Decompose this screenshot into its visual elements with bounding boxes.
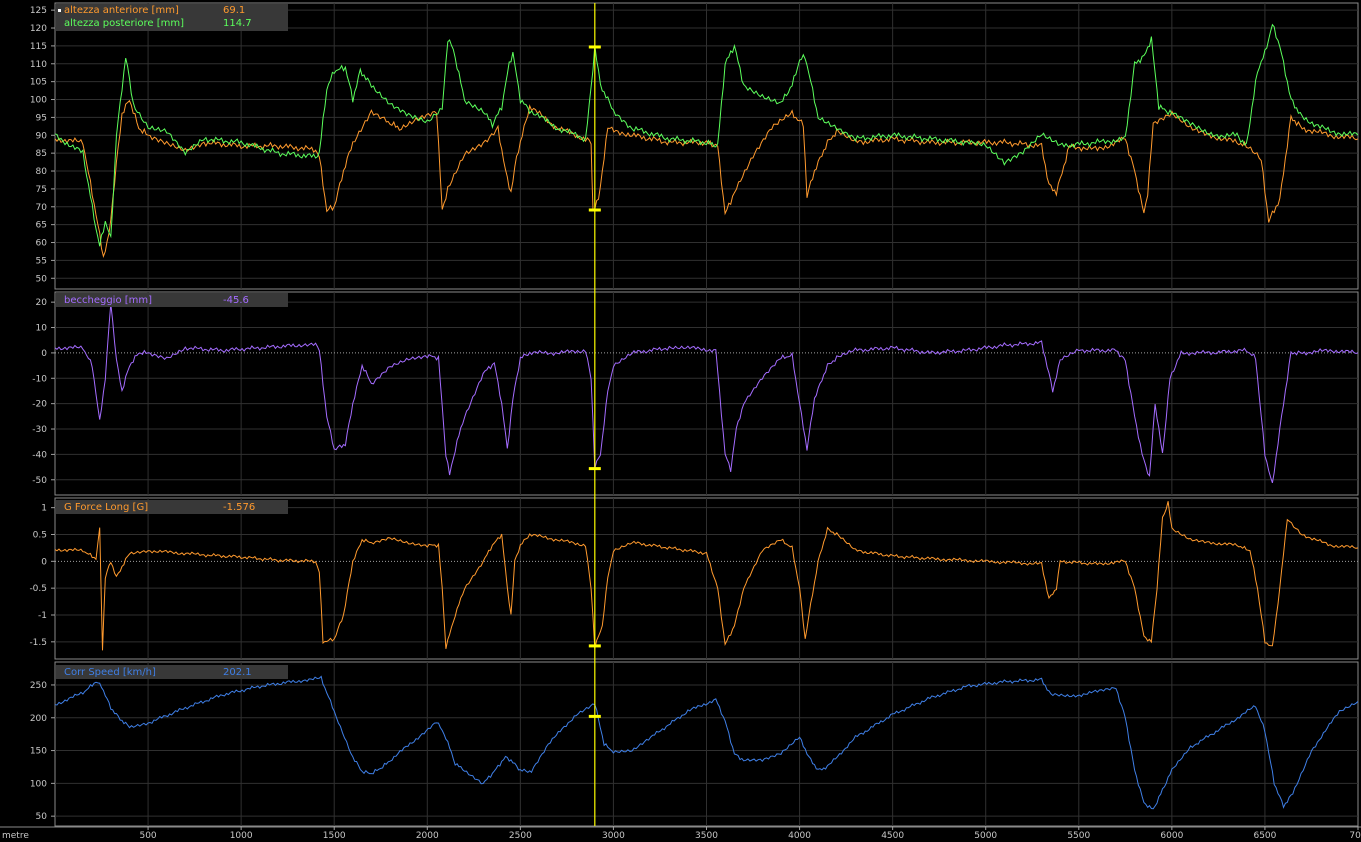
legend-rear-height-name: altezza posteriore [mm] [64, 18, 184, 29]
y-tick-label: -20 [32, 400, 47, 410]
y-tick-label: 100 [30, 779, 47, 789]
legend-box [56, 500, 288, 514]
y-tick-label: 120 [30, 24, 47, 34]
legend-pitch-value: -45.6 [223, 295, 249, 306]
y-tick-label: -30 [32, 425, 47, 435]
series-lines [55, 675, 1358, 810]
y-tick-label: 80 [36, 167, 48, 177]
y-tick-label: 0.5 [33, 530, 47, 540]
panel-ride-height[interactable]: 125 120 115 110 105 100 95 90 85 80 75 70 65 60 55 50 a… [30, 2, 1359, 290]
legend-rear-height-value: 114.7 [223, 18, 252, 29]
series-line-2-0 [55, 501, 1358, 651]
y-tick-label: -10 [32, 374, 47, 384]
y-tick-label: 0 [41, 557, 47, 567]
series-line-1-0 [55, 303, 1358, 484]
x-tick-label: 6500 [1253, 831, 1276, 841]
cursor-marker [588, 714, 601, 718]
y-tick-label: 50 [36, 812, 48, 822]
series-line-3-0 [55, 675, 1358, 810]
cursor-marker [588, 467, 601, 471]
y-tick-label: 115 [30, 42, 47, 52]
y-tick-label: 90 [36, 131, 48, 141]
legend-pitch-name: beccheggio [mm] [64, 295, 152, 306]
x-axis: metre 500 1000 1500 2000 2500 3000 3500 4000 450… [0, 826, 1361, 841]
legend-speed-name: Corr Speed [km/h] [64, 667, 156, 678]
y-tick-label: 20 [36, 298, 48, 308]
y-tick-label: -50 [32, 476, 47, 486]
x-tick-label: 1500 [323, 831, 346, 841]
panel-pitch[interactable]: 20 10 0 -10 -20 -30 -40 -50 beccheggio [mm] -45… [32, 291, 1359, 496]
legend-front-height-value: 69.1 [223, 5, 245, 16]
y-tick-label: 85 [36, 149, 47, 159]
x-tick-label: 3000 [602, 831, 625, 841]
y-grid [55, 292, 1358, 495]
y-tick-labels: 1 0.5 0 -0.5 -1 -1.5 [29, 504, 55, 648]
series-line-0-1 [55, 23, 1358, 247]
y-tick-label: -40 [32, 450, 47, 460]
panel-speed[interactable]: 250 200 150 100 50 Corr Speed [km/h] 202.1 [30, 661, 1359, 827]
x-tick-label: 4500 [881, 831, 904, 841]
cursor-marker [588, 208, 601, 212]
x-tick-label: 2000 [416, 831, 439, 841]
cursor-marker [588, 45, 601, 49]
legend-g-long-value: -1.576 [223, 502, 255, 513]
y-tick-label: -0.5 [29, 584, 47, 594]
y-tick-labels: 250 200 150 100 50 [30, 681, 55, 822]
y-tick-label: 70 [36, 203, 48, 213]
y-grid [55, 662, 1358, 826]
y-tick-labels: 20 10 0 -10 -20 -30 -40 -50 [32, 298, 55, 486]
y-tick-label: 75 [36, 185, 47, 195]
series-lines [55, 501, 1358, 651]
panel-g-force-long[interactable]: 1 0.5 0 -0.5 -1 -1.5 G Force Long [G] -1.576 [29, 497, 1359, 660]
y-tick-label: 125 [30, 6, 47, 16]
legend-box [56, 4, 288, 31]
x-tick-label: 5000 [974, 831, 997, 841]
series-lines [55, 303, 1358, 484]
cursor-marker [588, 644, 601, 648]
y-tick-label: 100 [30, 96, 47, 106]
y-tick-label: 65 [36, 221, 47, 231]
x-tick-label: 1000 [230, 831, 253, 841]
y-tick-label: 250 [30, 681, 47, 691]
x-tick-label: 2500 [509, 831, 532, 841]
y-tick-label: 10 [36, 324, 48, 334]
y-tick-label: 150 [30, 747, 47, 757]
x-tick-label: 500 [139, 831, 156, 841]
x-tick-label: 6000 [1160, 831, 1183, 841]
legend-g-long-name: G Force Long [G] [64, 502, 148, 513]
series-lines [55, 23, 1358, 258]
x-axis-unit-label: metre [2, 831, 29, 841]
y-tick-label: 105 [30, 78, 47, 88]
legend-box [56, 293, 288, 307]
y-grid [55, 3, 1358, 289]
y-tick-label: 0 [41, 349, 47, 359]
legend-speed-value: 202.1 [223, 667, 252, 678]
y-tick-label: 50 [36, 274, 48, 284]
y-tick-label: -1.5 [29, 638, 47, 648]
x-tick-label: 700 [1349, 831, 1361, 841]
x-tick-label: 5500 [1067, 831, 1090, 841]
y-tick-label: -1 [38, 611, 47, 621]
legend-front-height-name: altezza anteriore [mm] [64, 5, 179, 16]
x-tick-label: 4000 [788, 831, 811, 841]
x-tick-labels: 500 1000 1500 2000 2500 3000 3500 4000 4500 5000 5… [139, 826, 1361, 841]
y-tick-label: 95 [36, 113, 47, 123]
y-tick-label: 110 [30, 60, 47, 70]
distance-cursor[interactable] [588, 3, 601, 826]
y-tick-label: 200 [30, 714, 47, 724]
legend-box [56, 665, 288, 679]
series-line-0-0 [55, 99, 1358, 258]
legend-marker [58, 9, 61, 12]
y-tick-label: 55 [36, 256, 47, 266]
y-tick-labels: 125 120 115 110 105 100 95 90 85 80 75 70 65 60 55 50 [30, 6, 55, 284]
y-tick-label: 1 [41, 504, 47, 514]
x-tick-label: 3500 [695, 831, 718, 841]
y-tick-label: 60 [36, 239, 48, 249]
